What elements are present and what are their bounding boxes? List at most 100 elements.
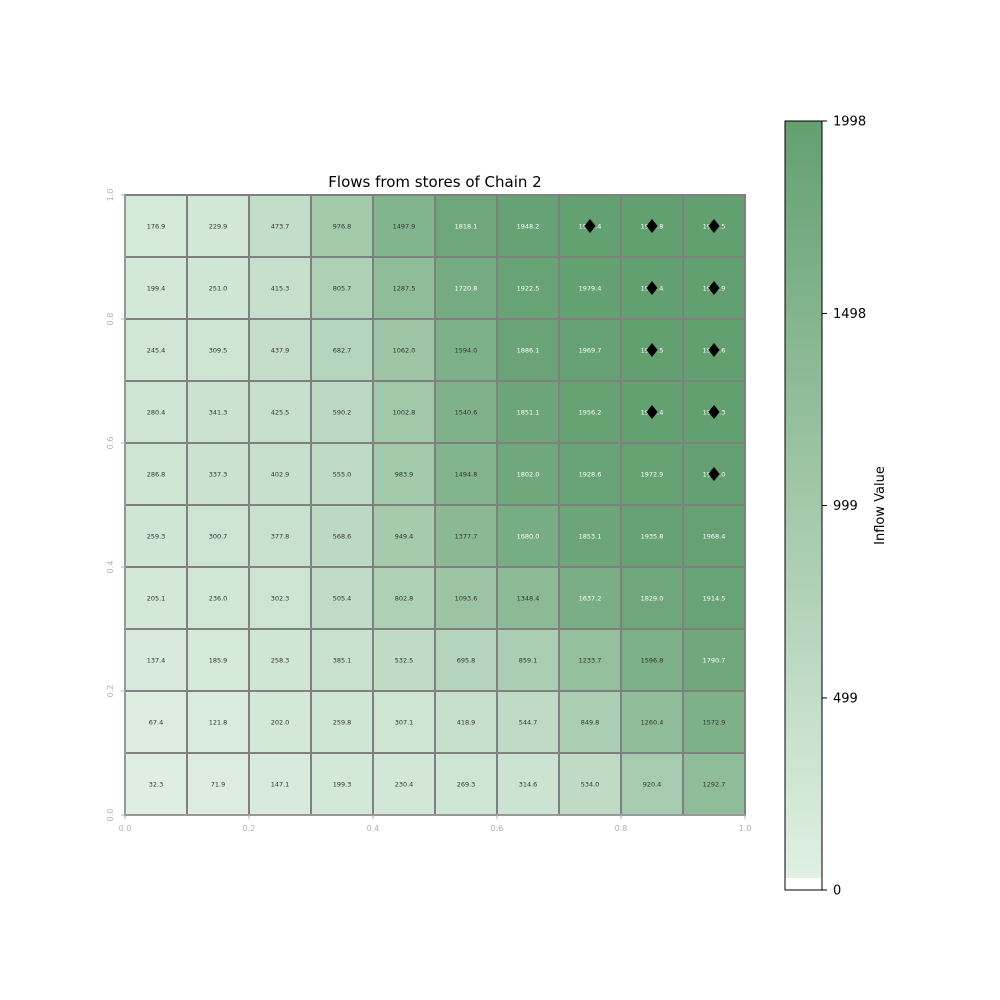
- heatmap-cell: [186, 752, 250, 816]
- y-axis: 0.0 0.2 0.4 0.6 0.8 1.0: [106, 189, 126, 821]
- marker-layer: [584, 219, 720, 481]
- cell-value-label: 695.8: [457, 657, 476, 665]
- cell-value-label: 1853.1: [579, 533, 602, 541]
- cell-value-label: 418.9: [457, 719, 476, 727]
- heatmap-cell: [496, 194, 560, 258]
- cell-value-label: 402.9: [271, 471, 290, 479]
- chart-title: Flows from stores of Chain 2: [328, 173, 541, 191]
- cell-value-label: 532.5: [395, 657, 414, 665]
- cell-value-label: 1948.2: [517, 223, 540, 231]
- cell-value-label: 1851.1: [517, 409, 540, 417]
- diamond-marker: [708, 219, 720, 233]
- heatmap-cell: [558, 752, 622, 816]
- heatmap-cell: [124, 504, 188, 568]
- cell-value-label: 1494.8: [455, 471, 478, 479]
- colorbar-gradient: [785, 121, 822, 878]
- heatmap-cell: [620, 628, 684, 692]
- heatmap-cell: [248, 628, 312, 692]
- cell-value-label: 949.4: [395, 533, 414, 541]
- cell-value-label: 176.9: [147, 223, 166, 231]
- cell-value-label: 1922.5: [517, 285, 540, 293]
- heatmap-cell: [682, 752, 746, 816]
- heatmap-cell: [620, 690, 684, 754]
- cell-value-label: 534.0: [581, 781, 600, 789]
- cell-value-label: 590.2: [333, 409, 352, 417]
- cell-value-label: 505.4: [333, 595, 352, 603]
- x-tick-label: 0.6: [491, 824, 504, 833]
- cell-value-label: 1497.9: [393, 223, 416, 231]
- colorbar-tick-label: 1498: [833, 307, 866, 322]
- heatmap-cell: [558, 194, 622, 258]
- cell-value-label: 1969.7: [579, 347, 602, 355]
- cell-value-label: 983.9: [395, 471, 414, 479]
- cell-value-label: 802.8: [395, 595, 414, 603]
- heatmap-cell: [124, 690, 188, 754]
- x-tick-label: 0.8: [615, 824, 628, 833]
- cell-value-label: 805.7: [333, 285, 352, 293]
- diamond-marker: [708, 281, 720, 295]
- cell-value-label: 199.4: [147, 285, 166, 293]
- heatmap-cell: [248, 318, 312, 382]
- cell-value-label: 309.5: [209, 347, 228, 355]
- heatmap-cell: [682, 504, 746, 568]
- heatmap-cell: [558, 566, 622, 630]
- cell-value-label: 137.4: [147, 657, 166, 665]
- cell-value-label: 302.3: [271, 595, 290, 603]
- heatmap-cell: [558, 504, 622, 568]
- diamond-marker: [708, 405, 720, 419]
- diamond-marker: [584, 219, 596, 233]
- cell-value-label: 337.3: [209, 471, 228, 479]
- heatmap-cell: [682, 690, 746, 754]
- heatmap-cell: [372, 628, 436, 692]
- cell-value-label: 269.3: [457, 781, 476, 789]
- x-axis: 0.0 0.2 0.4 0.6 0.8 1.0: [119, 814, 752, 833]
- cell-value-label: 1968.4: [703, 533, 726, 541]
- colorbar: 0 499 999 1498 1998: [784, 115, 866, 899]
- cell-value-label: 1972.9: [641, 471, 664, 479]
- heatmap-cell: [496, 318, 560, 382]
- diamond-marker: [646, 281, 658, 295]
- cell-value-label: 473.7: [271, 223, 290, 231]
- heatmap-cell: [310, 752, 374, 816]
- cell-value-label: 121.8: [209, 719, 228, 727]
- y-tick-label: 0.6: [106, 437, 115, 450]
- x-tick-label: 1.0: [739, 824, 752, 833]
- cell-value-label: 1348.4: [517, 595, 540, 603]
- cell-value-label: 32.3: [149, 781, 163, 789]
- cell-value-label: 425.5: [271, 409, 290, 417]
- colorbar-tick-label: 499: [833, 691, 858, 706]
- heatmap-cell: [372, 380, 436, 444]
- cell-value-label: 1233.7: [579, 657, 602, 665]
- cell-value-label: 259.3: [147, 533, 166, 541]
- cell-value-label: 1260.4: [641, 719, 664, 727]
- heatmap-cell: [186, 194, 250, 258]
- cell-value-label: 199.3: [333, 781, 352, 789]
- cell-value-label: 682.7: [333, 347, 352, 355]
- heatmap-cell: [124, 318, 188, 382]
- cell-value-label: 1914.5: [703, 595, 726, 603]
- colorbar-tick-label: 1998: [833, 115, 866, 130]
- cell-value-label: 300.7: [209, 533, 228, 541]
- cell-value-label: 1377.7: [455, 533, 478, 541]
- cell-value-label: 1886.1: [517, 347, 540, 355]
- colorbar-tick-label: 999: [833, 499, 858, 514]
- cell-value-label: 1790.7: [703, 657, 726, 665]
- cell-value-label: 229.9: [209, 223, 228, 231]
- heatmap-cell: [372, 318, 436, 382]
- cell-value-label: 859.1: [519, 657, 538, 665]
- y-tick-label: 0.4: [106, 561, 115, 574]
- cell-value-label: 1956.2: [579, 409, 602, 417]
- heatmap-cell: [372, 566, 436, 630]
- cell-value-label: 1062.0: [393, 347, 416, 355]
- cell-value-label: 1572.9: [703, 719, 726, 727]
- cell-value-label: 976.8: [333, 223, 352, 231]
- cell-value-label: 849.8: [581, 719, 600, 727]
- cell-value-label: 568.6: [333, 533, 352, 541]
- heatmap-cell: [248, 380, 312, 444]
- cell-value-label: 1829.0: [641, 595, 664, 603]
- cell-value-label: 1596.8: [641, 657, 664, 665]
- heatmap-cell: [248, 566, 312, 630]
- heatmap-cell: [620, 504, 684, 568]
- heatmap-cell: [558, 628, 622, 692]
